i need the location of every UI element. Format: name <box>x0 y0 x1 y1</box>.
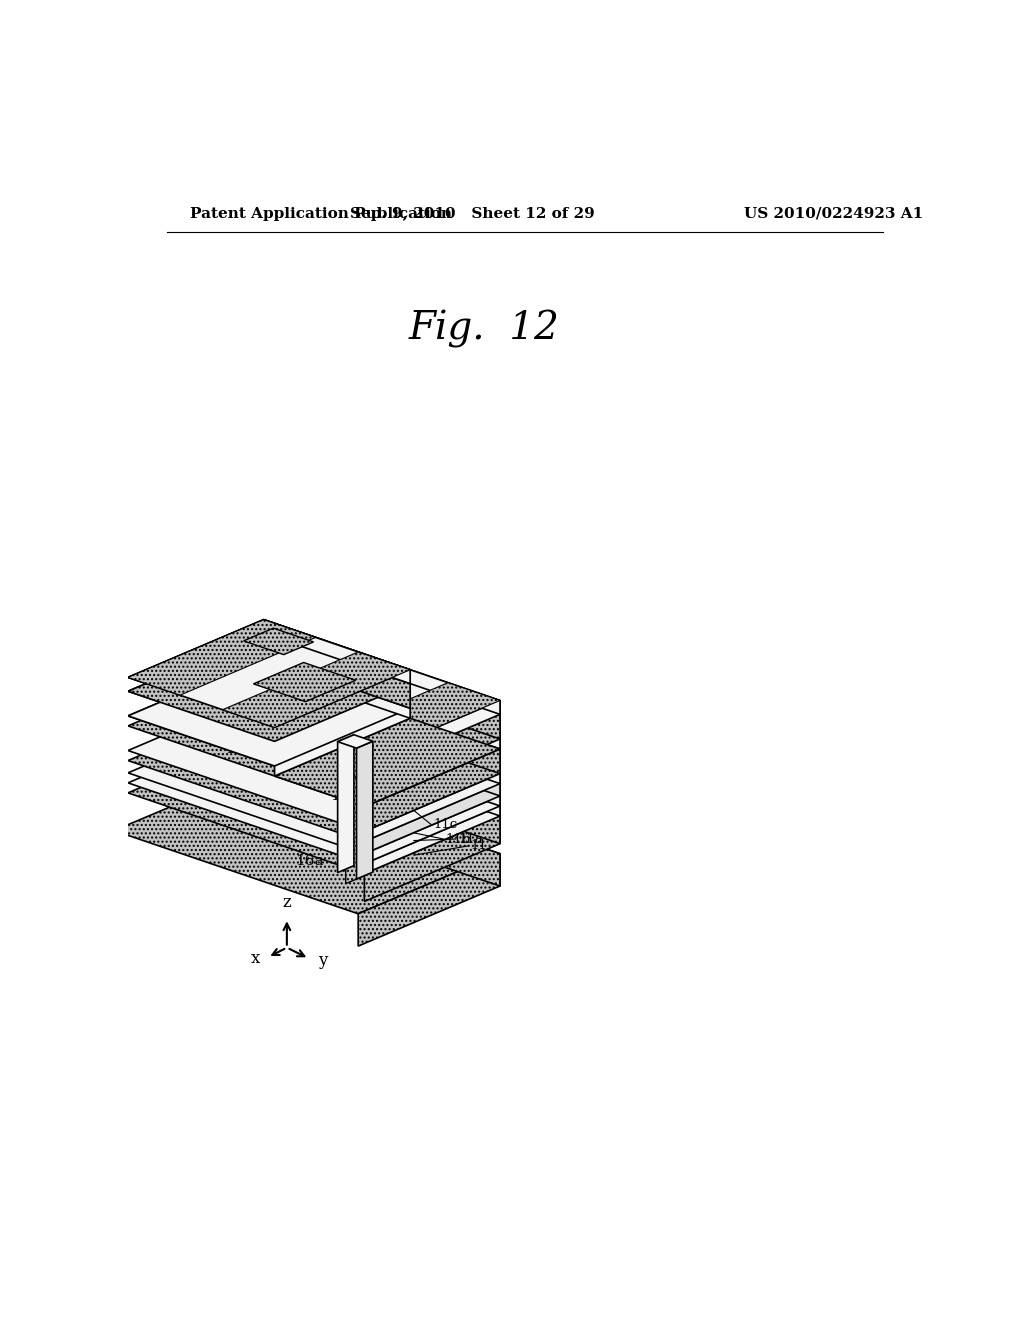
Text: 18: 18 <box>319 738 349 804</box>
Polygon shape <box>128 715 500 854</box>
Polygon shape <box>262 665 360 702</box>
Polygon shape <box>256 771 500 886</box>
Polygon shape <box>128 735 500 874</box>
Polygon shape <box>356 742 373 879</box>
Text: 1: 1 <box>225 742 234 756</box>
Polygon shape <box>128 619 500 758</box>
Text: 11a: 11a <box>458 833 483 846</box>
Polygon shape <box>114 771 500 913</box>
Polygon shape <box>128 619 315 696</box>
Polygon shape <box>128 693 500 832</box>
Polygon shape <box>263 715 500 807</box>
Polygon shape <box>263 619 411 684</box>
Polygon shape <box>263 702 500 796</box>
Polygon shape <box>263 668 500 774</box>
Polygon shape <box>263 659 500 748</box>
Text: 50: 50 <box>215 713 234 727</box>
Polygon shape <box>128 619 411 727</box>
Text: x: x <box>251 950 260 968</box>
Text: US 2010/0224923 A1: US 2010/0224923 A1 <box>744 207 924 220</box>
Text: 70: 70 <box>215 702 234 715</box>
Text: y: y <box>318 952 328 969</box>
Polygon shape <box>365 796 500 863</box>
Polygon shape <box>263 693 500 784</box>
Polygon shape <box>274 718 500 807</box>
Polygon shape <box>128 634 411 742</box>
Polygon shape <box>263 619 500 714</box>
Polygon shape <box>346 775 359 883</box>
Polygon shape <box>365 807 500 874</box>
Polygon shape <box>222 652 411 727</box>
Text: 16a: 16a <box>295 854 324 867</box>
Polygon shape <box>263 634 411 709</box>
Polygon shape <box>128 619 315 696</box>
Text: 54a: 54a <box>229 632 275 696</box>
Polygon shape <box>128 668 500 807</box>
Polygon shape <box>358 854 500 946</box>
Polygon shape <box>338 735 373 748</box>
Text: 11b: 11b <box>445 833 471 846</box>
Text: 3: 3 <box>225 723 234 737</box>
Polygon shape <box>263 725 500 816</box>
Polygon shape <box>338 735 354 873</box>
Polygon shape <box>128 702 500 841</box>
Polygon shape <box>244 628 313 655</box>
Polygon shape <box>365 784 500 854</box>
Polygon shape <box>365 774 500 841</box>
Polygon shape <box>312 682 500 758</box>
Polygon shape <box>128 634 500 772</box>
Polygon shape <box>365 714 500 797</box>
Polygon shape <box>128 659 500 797</box>
Text: 18: 18 <box>221 660 270 711</box>
Text: 18: 18 <box>216 673 234 688</box>
Text: Patent Application Publication: Patent Application Publication <box>190 207 452 220</box>
Text: z: z <box>283 894 291 911</box>
Polygon shape <box>263 659 411 718</box>
Text: 54a: 54a <box>207 656 234 671</box>
Polygon shape <box>128 659 411 766</box>
Text: 11c: 11c <box>433 818 458 830</box>
Polygon shape <box>263 634 500 739</box>
Polygon shape <box>128 725 500 863</box>
Polygon shape <box>263 735 500 843</box>
Text: 11: 11 <box>470 840 487 853</box>
Polygon shape <box>274 669 411 776</box>
Text: Sep. 9, 2010   Sheet 12 of 29: Sep. 9, 2010 Sheet 12 of 29 <box>350 207 595 220</box>
Polygon shape <box>365 816 500 902</box>
Polygon shape <box>254 663 355 702</box>
Text: Fig.  12: Fig. 12 <box>409 310 560 348</box>
Polygon shape <box>245 630 317 657</box>
Text: 52: 52 <box>216 690 234 705</box>
Polygon shape <box>365 748 500 832</box>
Polygon shape <box>365 739 500 807</box>
Polygon shape <box>365 701 500 772</box>
